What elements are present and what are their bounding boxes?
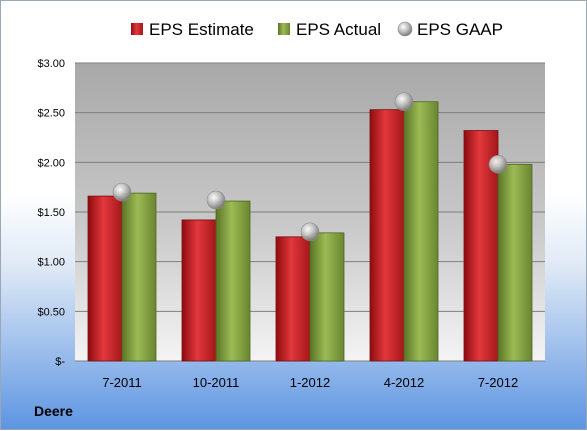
y-tick-label: $-: [55, 356, 65, 368]
x-tick-label: 1-2012: [290, 375, 330, 390]
y-tick-label: $3.00: [37, 58, 65, 70]
x-tick-label: 7-2012: [478, 375, 518, 390]
y-tick-label: $2.00: [37, 157, 65, 169]
bar-eps-actual: [403, 101, 439, 362]
bar-eps-estimate: [87, 195, 123, 362]
marker-eps-gaap: [300, 222, 320, 242]
legend-label: EPS Estimate: [149, 20, 254, 39]
y-tick-label: $1.50: [37, 207, 65, 219]
company-label: Deere: [34, 403, 73, 419]
bar-eps-estimate: [275, 236, 311, 362]
bar-eps-actual: [497, 163, 533, 362]
y-tick-label: $0.50: [37, 306, 65, 318]
legend-swatch: [397, 21, 413, 37]
legend-swatch: [131, 23, 143, 35]
marker-eps-gaap: [206, 190, 226, 210]
legend-label: EPS GAAP: [417, 20, 503, 39]
y-tick-label: $2.50: [37, 108, 65, 120]
marker-eps-gaap: [394, 92, 414, 112]
legend-label: EPS Actual: [296, 20, 381, 39]
bar-eps-actual: [215, 200, 251, 362]
marker-eps-gaap: [488, 155, 508, 174]
x-tick-label: 10-2011: [193, 375, 240, 390]
bar-eps-actual: [309, 232, 345, 362]
x-tick-label: 4-2012: [384, 375, 424, 390]
bar-eps-actual: [121, 192, 157, 362]
y-tick-label: $1.00: [37, 257, 65, 269]
marker-eps-gaap: [112, 182, 132, 202]
legend-swatch: [278, 23, 290, 35]
x-tick-label: 7-2011: [102, 375, 142, 390]
bar-eps-estimate: [181, 219, 217, 362]
bar-eps-estimate: [369, 109, 405, 362]
